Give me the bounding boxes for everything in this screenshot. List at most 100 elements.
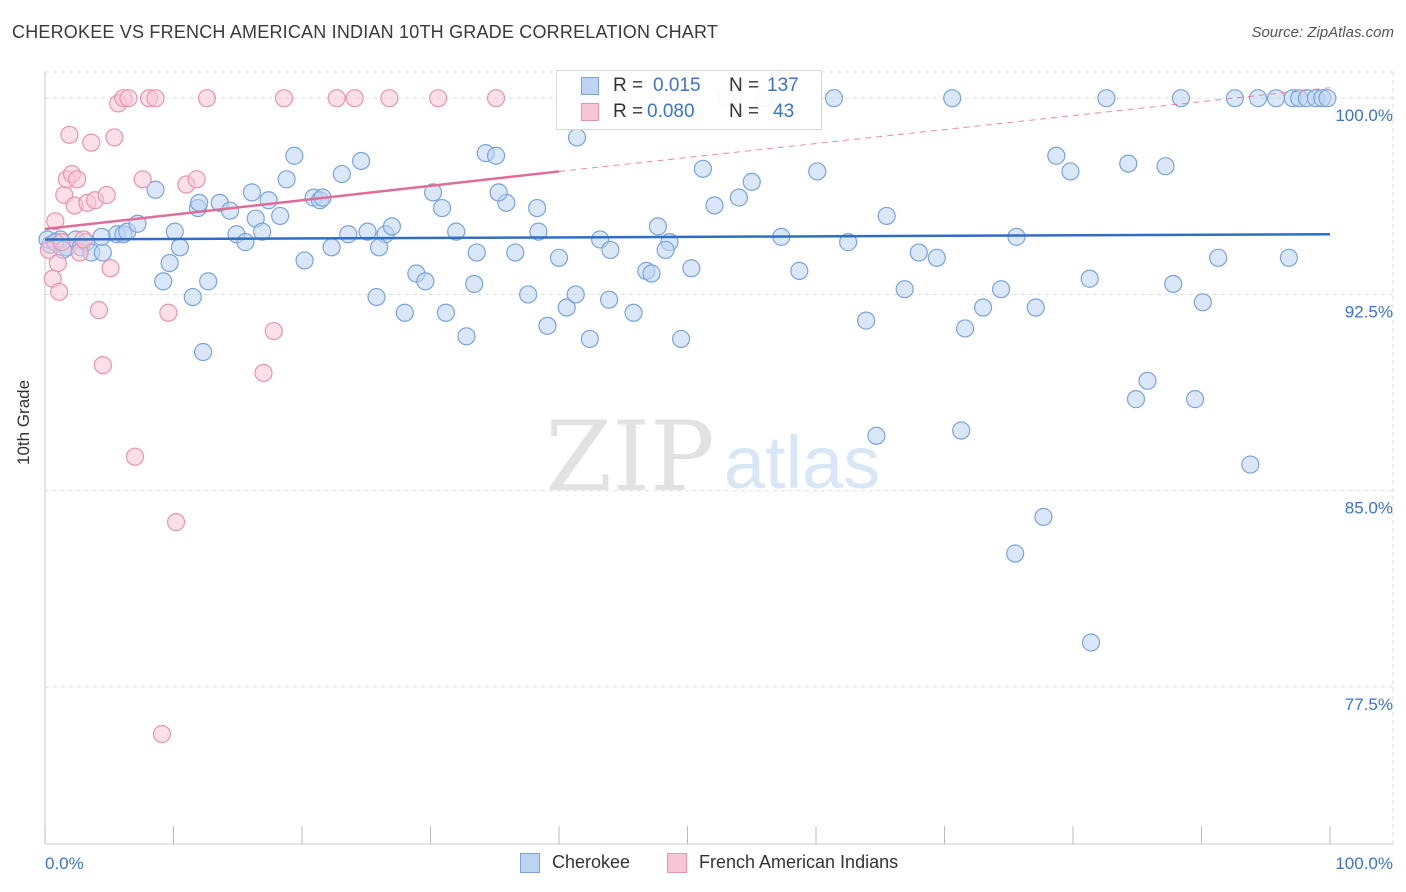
cherokee-point [991,280,1011,299]
cherokee-point [506,243,525,262]
french-point [327,89,346,108]
cherokee-point [1081,633,1101,652]
cherokee-point [839,233,858,252]
x-tick-label: 100.0% [1335,854,1393,873]
cherokee-point [877,206,896,226]
cherokee-point [1318,89,1337,108]
y-tick-label: 100.0% [1335,106,1393,125]
cherokee-point [1193,293,1212,312]
cherokee-point [1126,390,1146,409]
cherokee-point [909,243,928,262]
cherokee-point [190,193,209,212]
cherokee-point [146,180,165,199]
french-trend-line [44,170,560,231]
cherokee-point [1241,455,1260,474]
r-label: R = [613,101,644,122]
r-label: R = [613,75,644,96]
french-point [187,170,206,189]
axis-layer [44,72,1393,845]
cherokee-point [1047,146,1066,165]
cherokee-point [1034,507,1053,526]
watermark-atlas: atlas [724,421,880,504]
cherokee-point [557,298,576,317]
cherokee-point [566,285,585,304]
cherokee-trend-line [44,233,1331,241]
cherokee-point [693,159,713,178]
trend-layer [44,87,1331,241]
cherokee-point [1185,390,1205,409]
cherokee-point [1138,371,1157,390]
cherokee-point [1080,269,1099,288]
cherokee-point [1119,154,1138,173]
stats-legend-row-french: R = 0.080 N = 43 [557,101,821,125]
cherokee-point [465,274,484,294]
cherokee-point [236,233,255,252]
cherokee-point [952,421,971,440]
french-point [82,133,101,152]
cherokee-point [1026,298,1045,317]
cherokee-legend-label: Cherokee [552,852,631,872]
cherokee-point [955,319,975,338]
cherokee-point [528,198,547,218]
x-tick-label: 0.0% [45,854,84,873]
cherokee-point [729,188,749,207]
cherokee-point [457,327,476,346]
french-point [50,282,69,301]
cherokee-point [170,238,190,257]
cherokee-point [285,146,304,165]
cherokee-point [682,259,701,278]
french-swatch [581,103,599,121]
cherokee-point [423,183,443,202]
french-point [152,724,172,744]
cherokee-point [927,248,946,267]
cherokee-point [671,329,691,349]
french-point [264,321,283,341]
cherokee-point [973,298,993,317]
cherokee-point [416,272,435,291]
cherokee-point [199,272,218,291]
french-point [101,259,120,278]
cherokee-legend-swatch [520,853,540,873]
cherokee-point [1061,162,1080,181]
cherokee-point [332,164,351,184]
cherokee-point [857,311,876,330]
cherokee-point [567,128,587,147]
series-legend: Cherokee French American Indians [0,852,1406,876]
cherokee-point [529,222,548,241]
cherokee-point [580,329,599,349]
cherokee-point [705,196,724,215]
cherokee-point [790,261,809,280]
tick-label-layer: 77.5% 85.0% 92.5% 100.0% 0.0% 100.0% [45,106,1393,873]
cherokee-point [1209,248,1228,267]
french-legend-label: French American Indians [699,852,899,872]
y-tick-label: 85.0% [1345,499,1393,518]
french-point [97,185,116,205]
n-label: N = [729,75,760,96]
cherokee-point [486,146,506,165]
cherokee-point [867,426,886,445]
french-legend-swatch [667,853,687,873]
y-tick-label: 92.5% [1345,302,1393,321]
cherokee-point [624,303,643,322]
cherokee-point [943,89,962,108]
cherokee-point [92,227,111,246]
cherokee-point [1171,89,1191,108]
cherokee-point [642,264,661,283]
cherokee-swatch [581,77,599,95]
french-point [46,212,65,231]
cherokee-point [824,89,844,108]
french-point [254,363,273,383]
french-point [89,301,109,320]
cherokee-point [154,272,173,291]
cherokee-point [742,172,761,192]
cherokee-point [1248,89,1268,108]
cherokee-point [808,162,827,181]
french-point [105,128,124,147]
french-r-value: 0.080 [647,101,695,122]
french-point [274,89,294,108]
cherokee-point [1225,89,1245,108]
french-point [133,170,152,189]
cherokee-point [339,225,358,244]
french-n-value: 43 [773,101,795,122]
